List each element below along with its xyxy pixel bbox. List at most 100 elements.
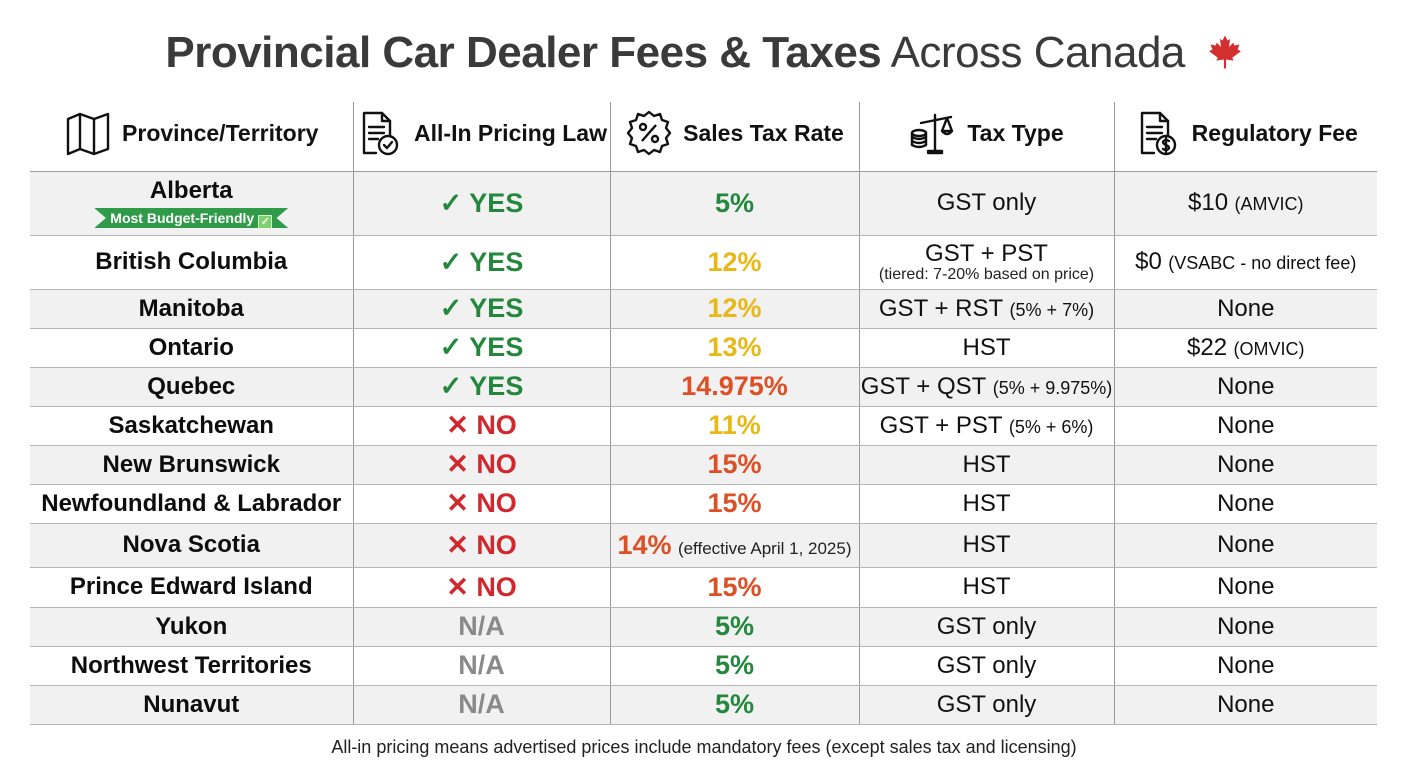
tax-type-cell: GST only xyxy=(859,646,1115,686)
table-row: Nunavut N/A 5% GST only None xyxy=(30,685,1377,725)
tax-type: HST xyxy=(962,531,1011,559)
all-in-cell: ✓ YES xyxy=(353,235,611,290)
tax-rate: 11% xyxy=(708,410,761,441)
header-province: Province/Territory xyxy=(30,102,354,172)
fee-cell: None xyxy=(1114,406,1377,446)
province-cell: British Columbia xyxy=(30,235,354,290)
table-row: Manitoba ✓ YES 12% GST + RST (5% + 7%) N… xyxy=(30,289,1377,329)
table-row: Yukon N/A 5% GST only None xyxy=(30,607,1377,647)
all-in-cell: ✕ NO xyxy=(353,406,611,446)
tax-rate: 13% xyxy=(707,332,762,363)
tax-type-cell: GST + RST (5% + 7%) xyxy=(859,289,1115,329)
province-cell: Newfoundland & Labrador xyxy=(30,484,354,524)
fee-amount: None xyxy=(1217,690,1275,718)
tax-rate: 12% xyxy=(707,246,762,277)
tax-rate: 12% xyxy=(707,293,762,324)
fee-note: (OMVIC) xyxy=(1233,338,1305,359)
scale-coins-icon xyxy=(911,114,954,155)
tax-rate: 5% xyxy=(714,187,755,218)
tax-type: GST only xyxy=(936,690,1037,718)
table-row: Alberta Most Budget-Friendly ✓ ✓ YES 5% G… xyxy=(30,171,1377,236)
all-in-cell: ✓ YES xyxy=(353,289,611,329)
na-status: N/A xyxy=(458,611,505,642)
table-row: New Brunswick ✕ NO 15% HST None xyxy=(30,445,1377,485)
rate-cell: 15% xyxy=(610,445,860,485)
all-in-cell: ✓ YES xyxy=(353,328,611,368)
fee-cell: None xyxy=(1114,367,1377,407)
fee-note: (VSABC - no direct fee) xyxy=(1168,253,1357,274)
header-label: Tax Type xyxy=(967,119,1064,146)
header-label: All-In Pricing Law xyxy=(414,119,607,146)
yes-status: ✓ YES xyxy=(439,293,524,324)
fee-cell: None xyxy=(1114,567,1377,608)
fee-amount: None xyxy=(1217,531,1275,559)
rate-cell: 5% xyxy=(610,607,860,647)
province-cell: Northwest Territories xyxy=(30,646,354,686)
header-label: Province/Territory xyxy=(122,119,319,146)
fees-table: Province/Territory All-In Pricing Law xyxy=(30,102,1377,725)
province-name: Alberta xyxy=(149,176,233,204)
fee-amount: None xyxy=(1217,651,1275,679)
table-row: Quebec ✓ YES 14.975% GST + QST (5% + 9.9… xyxy=(30,367,1377,407)
fee-cell: None xyxy=(1114,484,1377,524)
province-cell: Manitoba xyxy=(30,289,354,329)
table-row: Nova Scotia ✕ NO 14% (effective April 1,… xyxy=(30,523,1377,568)
all-in-cell: N/A xyxy=(353,607,611,647)
no-status: ✕ NO xyxy=(446,529,517,560)
map-icon xyxy=(66,113,110,156)
fee-amount: None xyxy=(1217,294,1275,322)
page-title: Provincial Car Dealer Fees & Taxes Acros… xyxy=(0,28,1408,78)
budget-friendly-badge: Most Budget-Friendly ✓ xyxy=(94,208,289,228)
fee-amount: None xyxy=(1217,450,1275,478)
fee-cell: None xyxy=(1114,646,1377,686)
rate-cell: 12% xyxy=(610,235,860,290)
province-cell: Prince Edward Island xyxy=(30,567,354,608)
na-status: N/A xyxy=(458,689,505,720)
table-row: Newfoundland & Labrador ✕ NO 15% HST Non… xyxy=(30,484,1377,524)
fee-cell: $22 (OMVIC) xyxy=(1114,328,1377,368)
table-header-row: Province/Territory All-In Pricing Law xyxy=(30,102,1377,172)
rate-cell: 12% xyxy=(610,289,860,329)
rate-cell: 15% xyxy=(610,484,860,524)
tax-type: HST xyxy=(962,333,1011,361)
all-in-cell: ✕ NO xyxy=(353,484,611,524)
tax-rate: 5% xyxy=(714,650,755,681)
all-in-cell: ✕ NO xyxy=(353,567,611,608)
rate-cell: 14% (effective April 1, 2025) xyxy=(610,523,860,568)
tax-type-cell: GST + QST (5% + 9.975%) xyxy=(859,367,1115,407)
footnote: All-in pricing means advertised prices i… xyxy=(331,737,1077,757)
fee-amount: None xyxy=(1217,612,1275,640)
rate-cell: 14.975% xyxy=(610,367,860,407)
tax-type-note: (tiered: 7-20% based on price) xyxy=(878,265,1095,283)
tax-rate: 15% xyxy=(707,449,762,480)
fee-cell: None xyxy=(1114,607,1377,647)
tax-type-cell: HST xyxy=(859,484,1115,524)
title-light: Across Canada xyxy=(890,28,1186,77)
tax-type-cell: GST + PST (tiered: 7-20% based on price) xyxy=(859,235,1115,290)
table-row: Northwest Territories N/A 5% GST only No… xyxy=(30,646,1377,686)
tax-type-cell: GST only xyxy=(859,171,1115,236)
tax-rate: 15% xyxy=(707,571,762,602)
fee-note: (AMVIC) xyxy=(1234,194,1304,215)
tax-type: GST + PST xyxy=(925,239,1048,267)
province-cell: Nova Scotia xyxy=(30,523,354,568)
tax-type-cell: GST + PST (5% + 6%) xyxy=(859,406,1115,446)
table-row: Saskatchewan ✕ NO 11% GST + PST (5% + 6%… xyxy=(30,406,1377,446)
no-status: ✕ NO xyxy=(446,410,517,441)
no-status: ✕ NO xyxy=(446,488,517,519)
rate-note: (effective April 1, 2025) xyxy=(677,538,852,558)
table-row: Prince Edward Island ✕ NO 15% HST None xyxy=(30,567,1377,608)
rate-cell: 13% xyxy=(610,328,860,368)
province-cell: New Brunswick xyxy=(30,445,354,485)
tax-type: GST only xyxy=(936,651,1037,679)
tax-type-cell: HST xyxy=(859,445,1115,485)
no-status: ✕ NO xyxy=(446,449,517,480)
tax-type: GST + PST xyxy=(879,411,1003,439)
all-in-cell: N/A xyxy=(353,646,611,686)
province-cell: Ontario xyxy=(30,328,354,368)
province-cell: Yukon xyxy=(30,607,354,647)
header-label: Regulatory Fee xyxy=(1191,119,1358,146)
fee-cell: None xyxy=(1114,289,1377,329)
percent-badge-icon xyxy=(626,111,672,156)
rate-cell: 5% xyxy=(610,171,860,236)
